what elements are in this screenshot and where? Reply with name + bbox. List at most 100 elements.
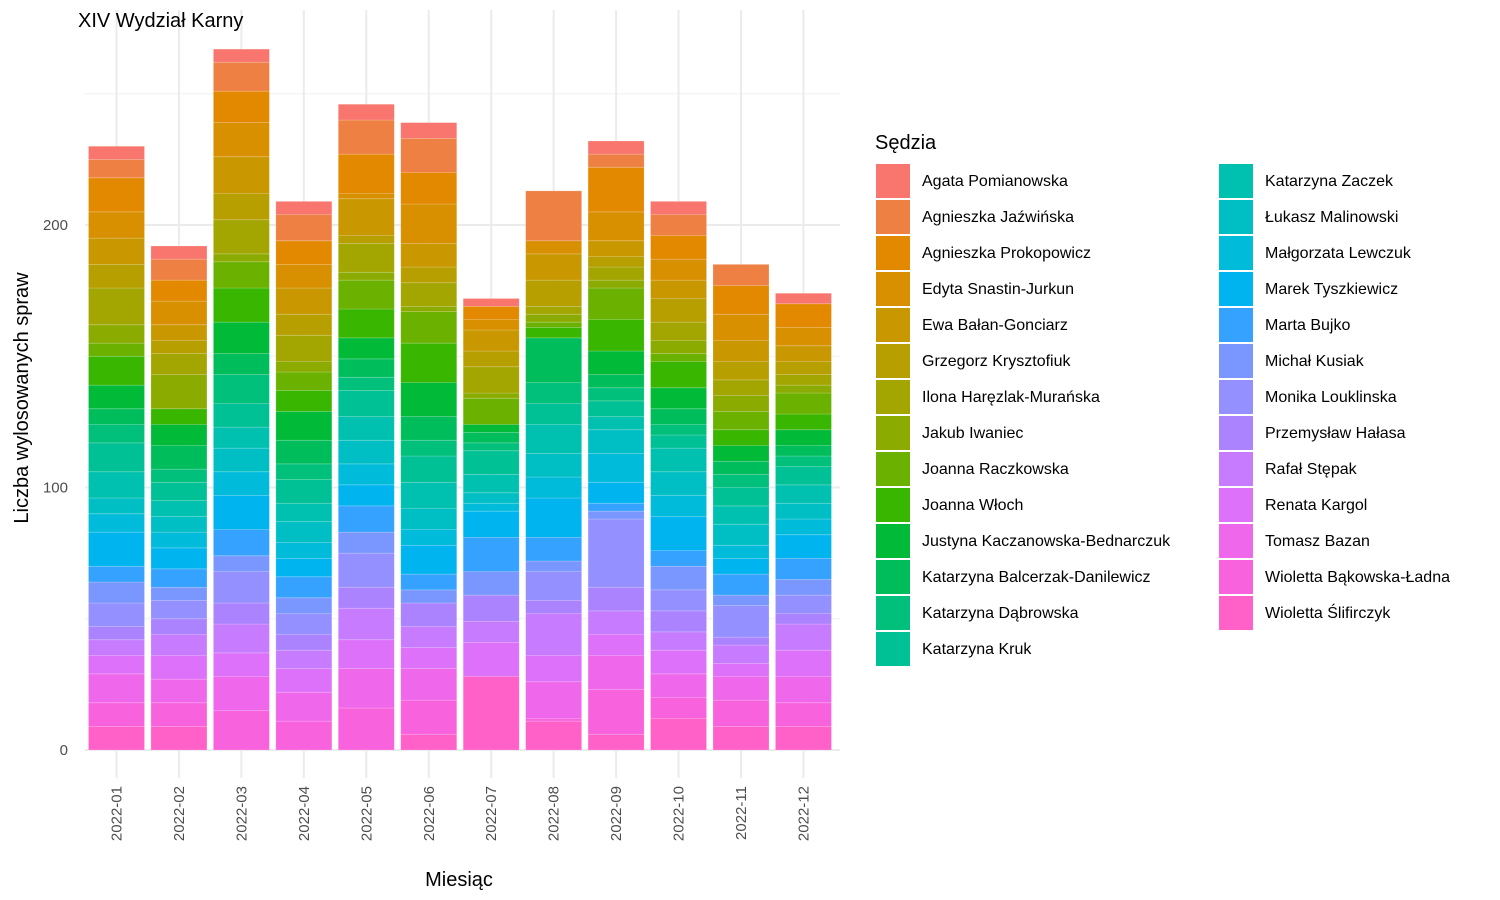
bar-segment xyxy=(775,594,832,614)
bar-segment xyxy=(88,177,145,213)
bar-segment xyxy=(712,644,770,664)
legend-item: Katarzyna Dąbrowska xyxy=(876,596,1079,630)
bar-segment xyxy=(712,473,770,488)
legend-label: Agnieszka Jaźwińska xyxy=(922,209,1074,226)
bar-segment xyxy=(775,466,832,486)
bar-segment xyxy=(88,565,145,583)
bar-segment xyxy=(587,287,645,320)
legend-item: Agnieszka Jaźwińska xyxy=(876,200,1074,234)
bar-segment xyxy=(775,502,832,520)
bar-segment xyxy=(462,676,520,751)
bar-segment xyxy=(525,599,583,614)
bar-segment xyxy=(400,439,458,457)
bar-segment xyxy=(587,481,645,504)
bar-segment xyxy=(400,602,458,628)
bar-segment xyxy=(88,342,145,357)
legend-label: Michał Kusiak xyxy=(1265,353,1365,370)
bar-segment xyxy=(88,497,145,515)
bar-segment xyxy=(212,529,270,557)
bar-segment xyxy=(212,61,270,92)
bar-segment xyxy=(400,589,458,604)
legend-label: Katarzyna Kruk xyxy=(922,641,1032,658)
bar-segment xyxy=(712,340,770,362)
bar-segment xyxy=(775,578,832,596)
bar-segment xyxy=(400,508,458,530)
bar-segment xyxy=(337,531,395,554)
bar-segment xyxy=(525,497,583,538)
bar-segment xyxy=(587,374,645,389)
bar-segment xyxy=(462,492,520,504)
bar-segment xyxy=(337,439,395,465)
bar-segment xyxy=(88,237,145,265)
bar-segment xyxy=(775,292,832,305)
legend-swatch xyxy=(876,596,910,630)
bar-segment xyxy=(712,460,770,475)
bar-segment xyxy=(462,594,520,622)
legend-label: Jakub Iwaniec xyxy=(922,425,1023,442)
bar-segment xyxy=(275,334,333,362)
legend-item: Agata Pomianowska xyxy=(876,164,1068,198)
bar-segment xyxy=(587,166,645,213)
bar-segment xyxy=(587,733,645,751)
bar-segment xyxy=(462,473,520,494)
legend-swatch xyxy=(876,632,910,666)
bar-segment xyxy=(587,350,645,376)
bar-segment xyxy=(275,263,333,289)
bar-segment xyxy=(88,263,145,289)
bar-segment xyxy=(88,602,145,628)
bar-segment xyxy=(775,534,832,559)
bar-segment xyxy=(587,140,645,155)
bar-segment xyxy=(525,337,583,383)
bar-segment xyxy=(275,371,333,391)
bar-segment xyxy=(587,279,645,289)
bar-segment xyxy=(525,536,583,562)
x-tick-label: 2022-09 xyxy=(608,786,625,841)
bar-segment xyxy=(400,172,458,205)
bar-segment xyxy=(712,395,770,412)
legend-label: Agata Pomianowska xyxy=(922,173,1068,190)
axis-layer: 0 100 200 2022-01 2022-02 2022-03 2022-04 2022-… xyxy=(43,217,812,841)
bar-segment xyxy=(650,718,707,751)
legend-item: Justyna Kaczanowska-Bednarczuk xyxy=(876,524,1171,558)
legend-label: Małgorzata Lewczuk xyxy=(1265,245,1412,262)
bar-segment xyxy=(400,416,458,441)
bar-segment xyxy=(150,445,208,470)
bar-segment xyxy=(587,429,645,454)
bar-segment xyxy=(525,382,583,404)
bar-segment xyxy=(712,284,770,315)
bar-segment xyxy=(587,634,645,656)
bar-segment xyxy=(587,387,645,402)
bar-segment xyxy=(462,431,520,444)
bar-segment xyxy=(462,571,520,596)
bar-segment xyxy=(275,597,333,614)
bar-segment xyxy=(337,271,395,281)
bar-segment xyxy=(337,505,395,533)
bar-segment xyxy=(150,279,208,302)
bar-segment xyxy=(650,235,707,260)
bar-segment xyxy=(650,610,707,633)
bar-segment xyxy=(212,353,270,376)
bar-segment xyxy=(400,305,458,313)
bar-segment xyxy=(462,397,520,425)
bar-segment xyxy=(212,321,270,355)
bar-segment xyxy=(712,725,770,751)
y-tick-label: 100 xyxy=(43,480,68,497)
bar-segment xyxy=(212,253,270,263)
y-axis-title: Liczba wylosowanych spraw xyxy=(11,272,33,524)
bar-segment xyxy=(525,681,583,719)
legend-swatch xyxy=(876,560,910,594)
x-tick-label: 2022-10 xyxy=(671,786,688,841)
bar-segment xyxy=(525,326,583,339)
bar-segment xyxy=(775,613,832,625)
bar-segment xyxy=(400,382,458,418)
bar-segment xyxy=(337,484,395,507)
legend-swatch xyxy=(1219,200,1253,234)
bar-segment xyxy=(525,452,583,478)
bar-segment xyxy=(212,261,270,289)
bar-segment xyxy=(712,676,770,701)
bar-segment xyxy=(150,725,208,751)
bar-segment xyxy=(88,145,145,160)
legend-label: Łukasz Malinowski xyxy=(1265,209,1398,226)
bar-segment xyxy=(650,565,707,591)
